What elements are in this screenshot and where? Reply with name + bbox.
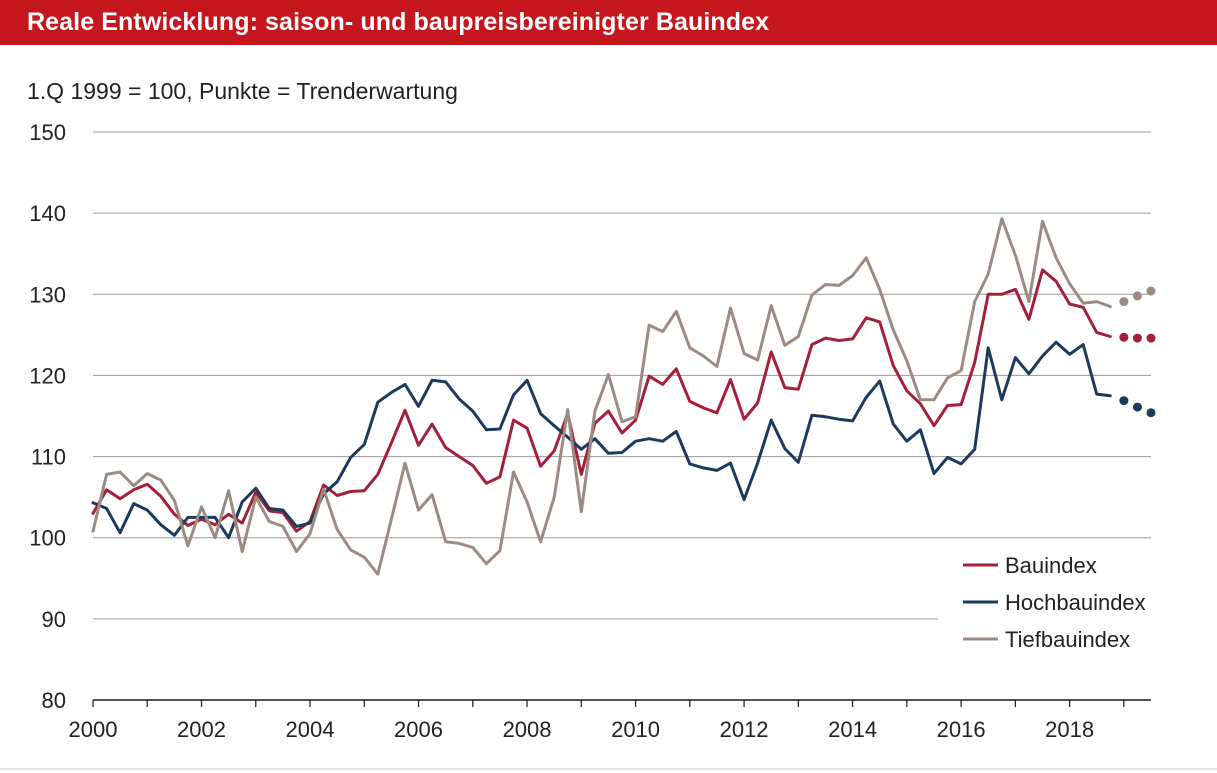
- legend: Bauindex Hochbauindex Tiefbauindex: [963, 553, 1146, 652]
- legend-label-tiefbauindex: Tiefbauindex: [1005, 627, 1130, 652]
- series-line-hochbauindex: [91, 340, 1112, 540]
- bottom-divider: [0, 768, 1217, 770]
- y-tick-label: 120: [29, 363, 66, 388]
- trend-point-hochbauindex: [1146, 408, 1156, 418]
- x-tick-label: 2006: [394, 717, 443, 742]
- trend-points: [1119, 286, 1156, 418]
- x-tick-label: 2004: [286, 717, 335, 742]
- trend-point-hochbauindex: [1119, 396, 1129, 406]
- x-tick-label: 2018: [1045, 717, 1094, 742]
- trend-point-bauindex: [1146, 333, 1156, 343]
- trend-point-bauindex: [1119, 332, 1129, 342]
- series-line-bauindex: [91, 268, 1112, 533]
- y-tick-label: 100: [29, 526, 66, 551]
- trend-point-tiefbauindex: [1132, 291, 1142, 301]
- trend-point-tiefbauindex: [1119, 297, 1129, 307]
- y-tick-label: 90: [42, 607, 66, 632]
- axes: 80 90 100 110 120 130 140 150 2000 2002 2004 2006 20…: [29, 120, 1151, 742]
- y-tick-label: 80: [42, 688, 66, 713]
- y-tick-label: 130: [29, 282, 66, 307]
- y-tick-label: 150: [29, 120, 66, 145]
- legend-label-hochbauindex: Hochbauindex: [1005, 590, 1146, 615]
- data-series: [91, 217, 1112, 576]
- x-tick-label: 2010: [611, 717, 660, 742]
- trend-point-tiefbauindex: [1146, 286, 1156, 296]
- chart-title: Reale Entwicklung: saison- und baupreisb…: [0, 0, 1217, 45]
- x-tick-label: 2016: [937, 717, 986, 742]
- series-line-tiefbauindex: [91, 217, 1112, 576]
- x-tick-label: 2014: [828, 717, 877, 742]
- x-tick-label: 2002: [177, 717, 226, 742]
- x-tick-label: 2008: [503, 717, 552, 742]
- y-tick-label: 140: [29, 201, 66, 226]
- legend-label-bauindex: Bauindex: [1005, 553, 1097, 578]
- chart-subtitle: 1.Q 1999 = 100, Punkte = Trenderwartung: [27, 78, 458, 104]
- trend-point-bauindex: [1132, 333, 1142, 343]
- y-tick-label: 110: [31, 445, 66, 470]
- trend-point-hochbauindex: [1132, 402, 1142, 412]
- x-tick-label: 2012: [720, 717, 769, 742]
- x-tick-label: 2000: [69, 717, 118, 742]
- grid-lines: [93, 131, 1151, 620]
